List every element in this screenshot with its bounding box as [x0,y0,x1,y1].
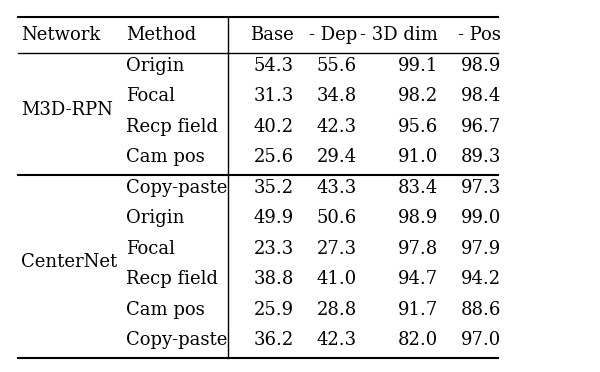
Text: Focal: Focal [126,87,175,105]
Text: Network: Network [21,26,100,44]
Text: 42.3: 42.3 [317,118,357,135]
Text: Recp field: Recp field [126,118,218,135]
Text: 98.2: 98.2 [398,87,438,105]
Text: 29.4: 29.4 [317,148,357,166]
Text: Base: Base [250,26,294,44]
Text: 55.6: 55.6 [317,57,357,74]
Text: 28.8: 28.8 [317,301,357,318]
Text: Focal: Focal [126,240,175,257]
Text: Method: Method [126,26,196,44]
Text: 98.9: 98.9 [398,209,438,227]
Text: Recp field: Recp field [126,270,218,288]
Text: Origin: Origin [126,209,184,227]
Text: 89.3: 89.3 [461,148,501,166]
Text: 94.7: 94.7 [398,270,438,288]
Text: 98.9: 98.9 [461,57,501,74]
Text: 99.0: 99.0 [461,209,501,227]
Text: 97.3: 97.3 [461,179,501,196]
Text: 49.9: 49.9 [254,209,294,227]
Text: 91.0: 91.0 [398,148,438,166]
Text: 36.2: 36.2 [254,331,294,349]
Text: 94.2: 94.2 [461,270,501,288]
Text: - 3D dim: - 3D dim [360,26,438,44]
Text: 91.7: 91.7 [398,301,438,318]
Text: 38.8: 38.8 [254,270,294,288]
Text: 25.6: 25.6 [254,148,294,166]
Text: 88.6: 88.6 [461,301,501,318]
Text: 95.6: 95.6 [398,118,438,135]
Text: Origin: Origin [126,57,184,74]
Text: 31.3: 31.3 [254,87,294,105]
Text: 82.0: 82.0 [398,331,438,349]
Text: 41.0: 41.0 [317,270,357,288]
Text: 99.1: 99.1 [398,57,438,74]
Text: 40.2: 40.2 [254,118,294,135]
Text: Cam pos: Cam pos [126,148,205,166]
Text: 54.3: 54.3 [254,57,294,74]
Text: 96.7: 96.7 [461,118,501,135]
Text: Copy-paste: Copy-paste [126,331,227,349]
Text: 27.3: 27.3 [317,240,357,257]
Text: 97.8: 97.8 [398,240,438,257]
Text: - Pos: - Pos [458,26,501,44]
Text: 34.8: 34.8 [317,87,357,105]
Text: Copy-paste: Copy-paste [126,179,227,196]
Text: 43.3: 43.3 [317,179,357,196]
Text: 23.3: 23.3 [254,240,294,257]
Text: - Dep: - Dep [309,26,357,44]
Text: 25.9: 25.9 [254,301,294,318]
Text: 97.0: 97.0 [461,331,501,349]
Text: 35.2: 35.2 [254,179,294,196]
Text: CenterNet: CenterNet [21,253,117,272]
Text: 98.4: 98.4 [461,87,501,105]
Text: M3D-RPN: M3D-RPN [21,101,113,119]
Text: Cam pos: Cam pos [126,301,205,318]
Text: 50.6: 50.6 [317,209,357,227]
Text: 97.9: 97.9 [461,240,501,257]
Text: 83.4: 83.4 [398,179,438,196]
Text: 42.3: 42.3 [317,331,357,349]
